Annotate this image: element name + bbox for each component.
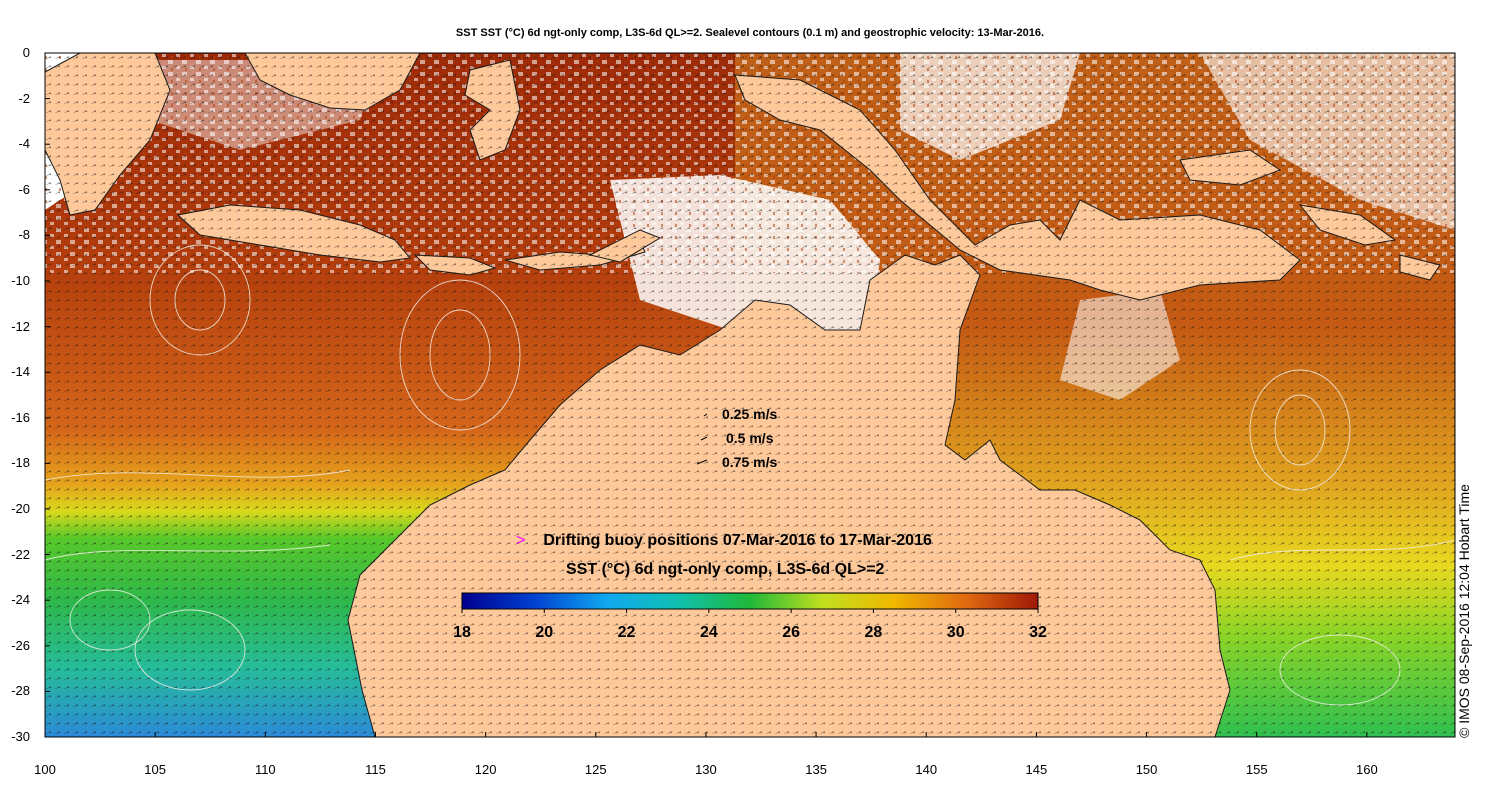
y-tick-label: -12 bbox=[11, 318, 30, 334]
colorbar-tick-label: 28 bbox=[864, 624, 883, 641]
x-tick-label: 105 bbox=[144, 762, 166, 777]
velocity-scale-arrows bbox=[696, 413, 708, 465]
colorbar-tick-label: 20 bbox=[535, 624, 554, 641]
y-tick-label: -22 bbox=[11, 546, 30, 562]
buoy-legend: > Drifting buoy positions 07-Mar-2016 to … bbox=[516, 532, 932, 550]
colorbar bbox=[461, 592, 1039, 610]
y-tick-label: -20 bbox=[11, 501, 30, 516]
y-tick-label: 0 bbox=[22, 45, 30, 60]
x-tick-label: 125 bbox=[584, 762, 607, 777]
x-tick-marks bbox=[44, 732, 1368, 737]
x-tick-label: 140 bbox=[915, 762, 938, 777]
colorbar-tick-label: 32 bbox=[1029, 624, 1047, 641]
y-tick-label: -10 bbox=[11, 273, 30, 288]
colorbar-tick-label: 30 bbox=[946, 624, 965, 641]
y-tick-label: -8 bbox=[18, 227, 30, 243]
x-tick-label: 155 bbox=[1245, 762, 1268, 777]
colorbar-title: SST (°C) 6d ngt-only comp, L3S-6d QL>=2 bbox=[566, 561, 885, 578]
colorbar-tick-marks bbox=[461, 609, 1039, 613]
velocity-legend-05: 0.5 m/s bbox=[726, 430, 774, 446]
geostrophic-velocity-field bbox=[45, 53, 1455, 737]
x-tick-label: 120 bbox=[474, 762, 497, 777]
colorbar-tick-label: 26 bbox=[782, 624, 801, 641]
buoy-marker-icon: > bbox=[516, 532, 526, 549]
x-tick-label: 150 bbox=[1135, 762, 1158, 777]
y-tick-label: -4 bbox=[18, 136, 30, 152]
colorbar-tick-label: 24 bbox=[699, 624, 718, 641]
x-tick-label: 100 bbox=[34, 762, 56, 777]
plot-frame bbox=[44, 52, 1456, 738]
x-tick-label: 160 bbox=[1356, 762, 1378, 777]
y-tick-marks bbox=[45, 52, 50, 738]
buoy-legend-label: Drifting buoy positions 07-Mar-2016 to 1… bbox=[543, 532, 932, 549]
y-tick-label: -14 bbox=[11, 364, 30, 380]
y-tick-label: -28 bbox=[11, 683, 30, 699]
figure-title: SST SST (°C) 6d ngt-only comp, L3S-6d QL… bbox=[455, 27, 1045, 39]
x-tick-label: 130 bbox=[695, 762, 717, 777]
y-tick-label: -6 bbox=[18, 181, 30, 197]
x-tick-label: 115 bbox=[365, 762, 386, 777]
y-tick-label: -26 bbox=[11, 637, 30, 653]
x-tick-label: 145 bbox=[1025, 762, 1048, 777]
y-tick-label: -2 bbox=[18, 90, 30, 106]
colorbar-tick-label: 18 bbox=[453, 624, 471, 641]
velocity-legend-075: 0.75 m/s bbox=[722, 454, 778, 470]
y-tick-label: -30 bbox=[11, 729, 30, 744]
x-tick-label: 110 bbox=[254, 762, 276, 777]
velocity-legend-025: 0.25 m/s bbox=[722, 406, 778, 422]
y-tick-label: -18 bbox=[11, 455, 30, 471]
y-tick-label: -16 bbox=[11, 409, 30, 425]
x-tick-label: 135 bbox=[805, 762, 827, 777]
credit-text: © IMOS 08-Sep-2016 12:04 Hobart Time bbox=[1456, 484, 1472, 738]
sealevel-contours bbox=[45, 244, 1455, 706]
colorbar-tick-label: 22 bbox=[617, 624, 636, 641]
y-tick-label: -24 bbox=[11, 592, 30, 608]
